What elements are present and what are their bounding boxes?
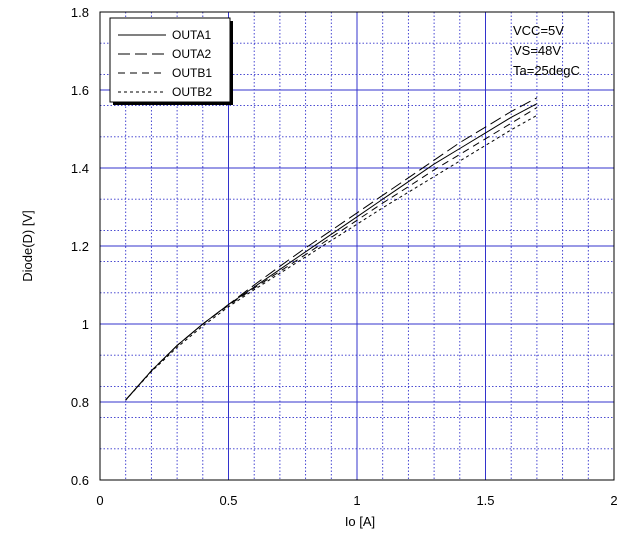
y-tick-label: 1.8 [71,5,89,20]
condition-annotation: Ta=25degC [513,63,580,78]
series-layer [125,97,538,401]
y-tick-label: 1 [82,317,89,332]
y-tick-label: 0.8 [71,395,89,410]
tick-labels: 0 0.5 1 1.5 2 0.6 0.8 1 1.2 1.4 1.6 1.8 [71,5,618,508]
grid [100,12,614,480]
x-tick-label: 1.5 [476,493,494,508]
series-line-outa2 [125,97,538,401]
plot-frame [99,11,615,481]
condition-annotation: VCC=5V [513,23,564,38]
legend-label-outa2: OUTA2 [172,47,211,61]
y-tick-label: 1.4 [71,161,89,176]
legend: OUTA1 OUTA2 OUTB1 OUTB2 [109,17,233,105]
legend-items: OUTA1 OUTA2 OUTB1 OUTB2 [118,28,212,99]
x-tick-label: 1 [353,493,360,508]
y-tick-label: 1.2 [71,239,89,254]
y-tick-label: 1.6 [71,83,89,98]
x-tick-label: 0.5 [219,493,237,508]
series-line-outb2 [125,114,538,401]
annotations: VCC=5V VS=48V Ta=25degC [513,23,580,78]
legend-label-outb2: OUTB2 [172,85,212,99]
x-tick-label: 2 [610,493,617,508]
x-axis-label: Io [A] [345,514,375,529]
x-tick-label: 0 [96,493,103,508]
y-axis-label: Diode(D) [V] [20,210,35,282]
legend-box [109,17,231,103]
y-tick-label: 0.6 [71,473,89,488]
condition-annotation: VS=48V [513,43,561,58]
legend-label-outa1: OUTA1 [172,28,211,42]
series-line-outb1 [125,107,538,401]
legend-label-outb1: OUTB1 [172,66,212,80]
